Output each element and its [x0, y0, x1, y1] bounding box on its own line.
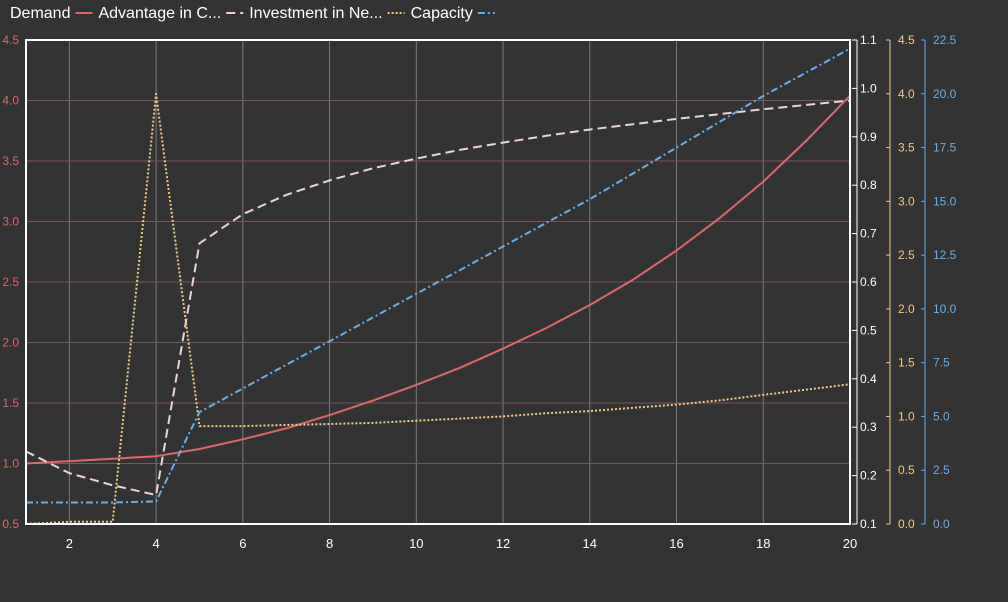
- axes: 2 4 6 8 10 12 14 16 18 20 0.5 1.0 1.5 2.0 2.5 3.0 3.5 4.0…: [2, 33, 956, 551]
- y-tick-label-right2: 3.5: [898, 141, 915, 155]
- legend-label-3[interactable]: Investment in Ne...: [249, 5, 382, 22]
- y-tick-label-right1: 0.7: [860, 227, 877, 241]
- y-tick-label-left: 4.5: [2, 33, 19, 47]
- y-tick-label-right1: 0.2: [860, 469, 877, 483]
- y-tick-label-right2: 4.0: [898, 87, 915, 101]
- y-tick-label-right3: 7.5: [933, 356, 950, 370]
- y-tick-label-right2: 1.0: [898, 409, 915, 423]
- y-tick-label-left: 3.0: [2, 215, 19, 229]
- series-line-4: [26, 47, 851, 504]
- y-tick-label-right3: 12.5: [933, 248, 957, 262]
- x-tick-label: 20: [843, 536, 857, 551]
- y-tick-label-right2: 0.0: [898, 517, 915, 531]
- legend-label-4[interactable]: Capacity: [411, 5, 473, 22]
- x-tick-label: 6: [239, 536, 246, 551]
- y-tick-label-right3: 20.0: [933, 87, 957, 101]
- x-tick-label: 10: [409, 536, 423, 551]
- y-tick-label-left: 1.5: [2, 396, 19, 410]
- x-tick-label: 16: [669, 536, 683, 551]
- y-tick-label-right3: 17.5: [933, 141, 957, 155]
- x-tick-label: 8: [326, 536, 333, 551]
- y-tick-label-right1: 1.1: [860, 33, 877, 47]
- series-line-2: [25, 99, 851, 496]
- y-tick-label-right1: 0.6: [860, 275, 877, 289]
- x-tick-label: 18: [756, 536, 770, 551]
- y-tick-label-right2: 3.0: [898, 194, 915, 208]
- y-tick-label-right1: 1.0: [860, 81, 877, 95]
- y-tick-label-right3: 22.5: [933, 33, 957, 47]
- series-line-3: [25, 92, 851, 525]
- legend-label-2[interactable]: Advantage in C...: [98, 5, 221, 22]
- x-tick-label: 14: [583, 536, 597, 551]
- legend[interactable]: Demand Advantage in C... Investment in Ne.…: [10, 5, 495, 22]
- y-tick-label-left: 4.0: [2, 94, 19, 108]
- legend-label-1[interactable]: Demand: [10, 5, 70, 22]
- y-tick-label-left: 2.5: [2, 275, 19, 289]
- series-line-1: [25, 95, 851, 465]
- x-tick-label: 4: [152, 536, 159, 551]
- y-tick-label-right1: 0.1: [860, 517, 877, 531]
- y-tick-label-right3: 2.5: [933, 463, 950, 477]
- y-tick-label-right1: 0.3: [860, 420, 877, 434]
- y-tick-label-right2: 4.5: [898, 33, 915, 47]
- y-tick-label-left: 3.5: [2, 154, 19, 168]
- y-tick-label-right2: 0.5: [898, 463, 915, 477]
- y-tick-label-right2: 1.5: [898, 356, 915, 370]
- x-tick-label: 2: [66, 536, 73, 551]
- y-tick-label-right2: 2.5: [898, 248, 915, 262]
- y-tick-label-right3: 5.0: [933, 409, 950, 423]
- plot-area-border: [25, 39, 851, 525]
- y-tick-label-right1: 0.8: [860, 178, 877, 192]
- series-group: [25, 47, 851, 525]
- y-tick-label-right1: 0.4: [860, 372, 877, 386]
- y-tick-label-right3: 0.0: [933, 517, 950, 531]
- x-tick-label: 12: [496, 536, 510, 551]
- y-tick-label-left: 0.5: [2, 517, 19, 531]
- y-tick-label-right1: 0.9: [860, 130, 877, 144]
- y-tick-label-left: 1.0: [2, 457, 19, 471]
- y-tick-label-left: 2.0: [2, 336, 19, 350]
- y-tick-label-right1: 0.5: [860, 323, 877, 337]
- y-tick-label-right3: 10.0: [933, 302, 957, 316]
- y-tick-label-right3: 15.0: [933, 194, 957, 208]
- y-tick-label-right2: 2.0: [898, 302, 915, 316]
